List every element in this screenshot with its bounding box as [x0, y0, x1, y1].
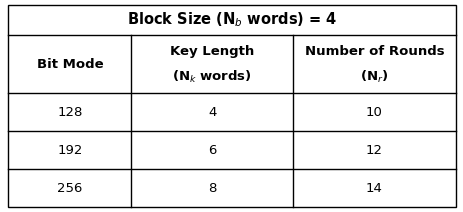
- Text: (N$_k$ words): (N$_k$ words): [172, 69, 252, 85]
- Text: 14: 14: [365, 182, 382, 195]
- Text: 6: 6: [208, 144, 216, 157]
- Text: (N$_r$): (N$_r$): [359, 69, 388, 85]
- Text: 10: 10: [365, 106, 382, 119]
- Text: 8: 8: [208, 182, 216, 195]
- Text: 4: 4: [208, 106, 216, 119]
- Text: Bit Mode: Bit Mode: [37, 57, 103, 71]
- Text: 12: 12: [365, 144, 382, 157]
- Bar: [8, 5, 455, 35]
- Text: 128: 128: [57, 106, 82, 119]
- Text: 256: 256: [57, 182, 82, 195]
- Text: Key Length: Key Length: [170, 45, 254, 58]
- Text: 192: 192: [57, 144, 82, 157]
- Text: Number of Rounds: Number of Rounds: [304, 45, 443, 58]
- Text: Block Size (N$_b$ words) = 4: Block Size (N$_b$ words) = 4: [126, 10, 337, 29]
- Bar: [8, 35, 455, 207]
